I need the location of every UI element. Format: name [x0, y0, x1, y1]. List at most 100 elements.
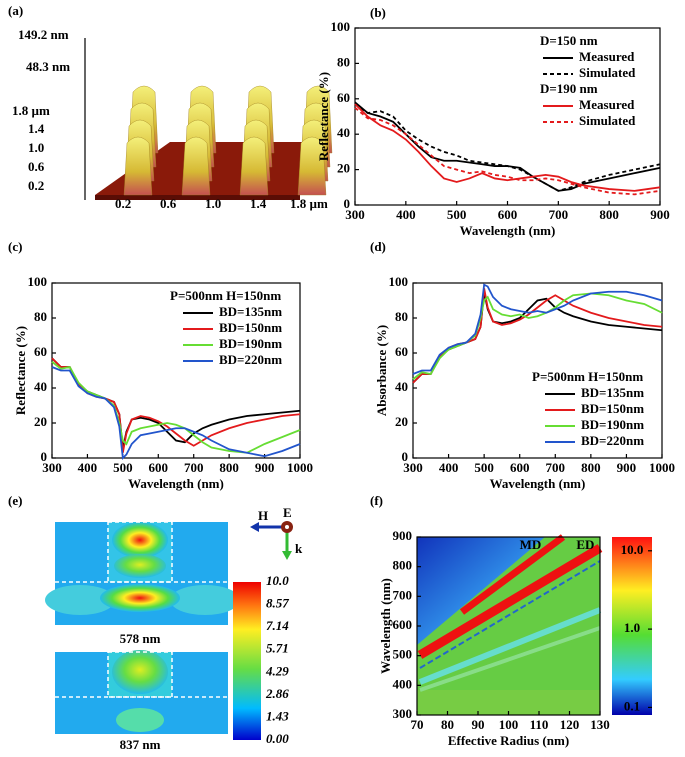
y-tick-label: 0 [344, 196, 351, 211]
y-axis-title: Reflectance (%) [13, 326, 28, 415]
legend-label: BD=135nm [219, 304, 282, 319]
legend-label: Measured [579, 97, 635, 112]
heatmap-body [417, 534, 603, 715]
x-tick-label: 500 [113, 460, 133, 475]
pillar [181, 136, 211, 196]
x-label: 0.2 [115, 196, 131, 211]
colorbar-label: 10.0 [621, 542, 644, 557]
y-tick-label: 700 [393, 587, 413, 602]
x-tick-label: 110 [530, 717, 549, 732]
panel-label: (d) [370, 239, 386, 254]
axis-label: H [258, 508, 268, 523]
legend-label: BD=220nm [581, 433, 644, 448]
colorbar-labels: 10.0 8.57 7.14 5.71 4.29 2.86 1.43 0.00 [265, 573, 289, 746]
legend-heading: P=500nm H=150nm [170, 288, 281, 303]
y-tick-label: 80 [34, 309, 47, 324]
y-tick-label: 900 [393, 528, 413, 543]
x-tick-label: 130 [590, 717, 610, 732]
pillar [239, 136, 269, 196]
pillar [123, 136, 153, 196]
x-tick-label: 400 [396, 207, 416, 222]
colorbar-label: 10.0 [266, 573, 289, 588]
y-label: 0.6 [28, 159, 45, 174]
y-label: 1.0 [28, 140, 44, 155]
y-axis-title: Absorbance (%) [374, 325, 389, 416]
z-label: 149.2 nm [18, 27, 69, 42]
x-tick-label: 700 [546, 460, 566, 475]
y-label: 0.2 [28, 178, 44, 193]
y-tick-label: 0 [41, 449, 48, 464]
pillar [297, 136, 327, 196]
panel-label: (c) [8, 239, 22, 254]
y-tick-label: 100 [331, 19, 351, 34]
legend-label: BD=220nm [219, 352, 282, 367]
x-tick-label: 300 [403, 460, 423, 475]
x-tick-label: 600 [498, 207, 518, 222]
x-tick-label: 70 [411, 717, 424, 732]
axes-glyph [250, 521, 293, 560]
y-tick-label: 40 [395, 379, 408, 394]
x-tick-label: 90 [472, 717, 485, 732]
x-tick-label: 800 [581, 460, 601, 475]
x-tick-label: 600 [510, 460, 530, 475]
y-tick-label: 300 [393, 706, 413, 721]
legend-label: Simulated [579, 113, 636, 128]
y-tick-label: 40 [337, 125, 350, 140]
z-label: 48.3 nm [26, 59, 70, 74]
panel-label: (a) [8, 3, 23, 18]
x-label: 0.6 [160, 196, 177, 211]
y-tick-label: 60 [337, 90, 350, 105]
x-tick-label: 900 [255, 460, 275, 475]
colorbar [233, 582, 261, 740]
x-tick-label: 400 [78, 460, 98, 475]
x-tick-label: 300 [42, 460, 62, 475]
legend-label: Simulated [579, 65, 636, 80]
y-tick-label: 20 [337, 161, 350, 176]
y-tick-label: 800 [393, 558, 413, 573]
x-axis-title: Wavelength (nm) [490, 476, 586, 491]
colorbar-label: 1.0 [624, 620, 640, 635]
y-tick-label: 400 [393, 676, 413, 691]
x-tick-label: 1000 [287, 460, 313, 475]
x-axis-title: Effective Radius (nm) [448, 733, 569, 748]
colorbar-label: 2.86 [265, 686, 289, 701]
x-tick-label: 600 [149, 460, 169, 475]
y-tick-label: 20 [34, 414, 47, 429]
x-label: 1.8 µm [290, 196, 328, 211]
x-tick-label: 80 [441, 717, 454, 732]
afm-base-edge [95, 195, 300, 200]
legend-label: BD=190nm [219, 336, 282, 351]
x-tick-label: 500 [474, 460, 494, 475]
map-caption: 578 nm [120, 631, 161, 646]
x-tick-label: 700 [549, 207, 569, 222]
field-map-578 [45, 521, 240, 625]
panel-label: (e) [8, 493, 22, 508]
y-tick-label: 600 [393, 617, 413, 632]
plot-frame [51, 282, 301, 459]
afm-pillars [123, 85, 333, 196]
series-line [354, 106, 661, 196]
y-tick-label: 20 [395, 414, 408, 429]
y-tick-label: 500 [393, 647, 413, 662]
x-tick-label: 800 [219, 460, 239, 475]
x-tick-label: 100 [499, 717, 519, 732]
x-tick-label: 500 [447, 207, 467, 222]
colorbar-label: 4.29 [265, 663, 289, 678]
y-label: 1.8 µm [12, 103, 50, 118]
y-tick-label: 80 [337, 54, 350, 69]
legend-label: BD=150nm [581, 401, 644, 416]
legend-label: Measured [579, 49, 635, 64]
y-tick-label: 0 [402, 449, 409, 464]
field-map-837 [55, 650, 228, 734]
legend-label: BD=150nm [219, 320, 282, 335]
y-tick-label: 100 [28, 274, 48, 289]
x-axis-title: Wavelength (nm) [128, 476, 224, 491]
y-tick-label: 40 [34, 379, 47, 394]
x-tick-label: 120 [560, 717, 580, 732]
series-line [51, 357, 301, 450]
map-caption: 837 nm [120, 737, 161, 752]
colorbar-label: 1.43 [266, 708, 289, 723]
x-tick-label: 900 [650, 207, 670, 222]
legend-heading: D=150 nm [540, 33, 598, 48]
